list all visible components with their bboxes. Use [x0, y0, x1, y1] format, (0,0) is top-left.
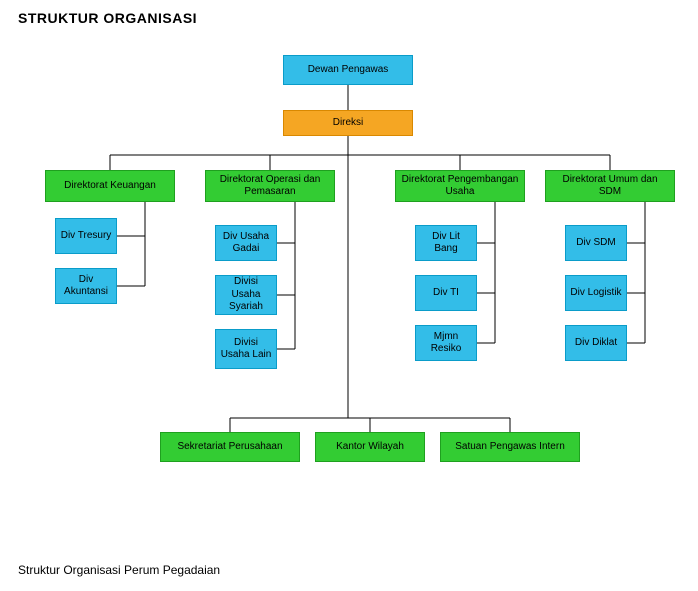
node-div_log: Div Logistik — [565, 275, 627, 311]
node-mjmn_resiko: Mjmn Resiko — [415, 325, 477, 361]
node-div_litbang: Div Lit Bang — [415, 225, 477, 261]
node-div_lain: Divisi Usaha Lain — [215, 329, 277, 369]
node-div_akun: Div Akuntansi — [55, 268, 117, 304]
caption: Struktur Organisasi Perum Pegadaian — [18, 563, 220, 577]
page-title: STRUKTUR ORGANISASI — [18, 10, 197, 26]
node-kanwil: Kantor Wilayah — [315, 432, 425, 462]
node-div_diklat: Div Diklat — [565, 325, 627, 361]
node-dewan: Dewan Pengawas — [283, 55, 413, 85]
node-spi: Satuan Pengawas Intern — [440, 432, 580, 462]
node-direksi: Direksi — [283, 110, 413, 136]
node-dir_umum: Direktorat Umum dan SDM — [545, 170, 675, 202]
org-chart-page: STRUKTUR ORGANISASI Dewan Pengawas Direks… — [0, 0, 698, 591]
node-dir_ops: Direktorat Operasi dan Pemasaran — [205, 170, 335, 202]
node-div_ti: Div TI — [415, 275, 477, 311]
node-div_syariah: Divisi Usaha Syariah — [215, 275, 277, 315]
node-div_gadai: Div Usaha Gadai — [215, 225, 277, 261]
node-dir_peng: Direktorat Pengembangan Usaha — [395, 170, 525, 202]
node-sekretariat: Sekretariat Perusahaan — [160, 432, 300, 462]
node-div_tres: Div Tresury — [55, 218, 117, 254]
node-dir_keu: Direktorat Keuangan — [45, 170, 175, 202]
node-div_sdm: Div SDM — [565, 225, 627, 261]
